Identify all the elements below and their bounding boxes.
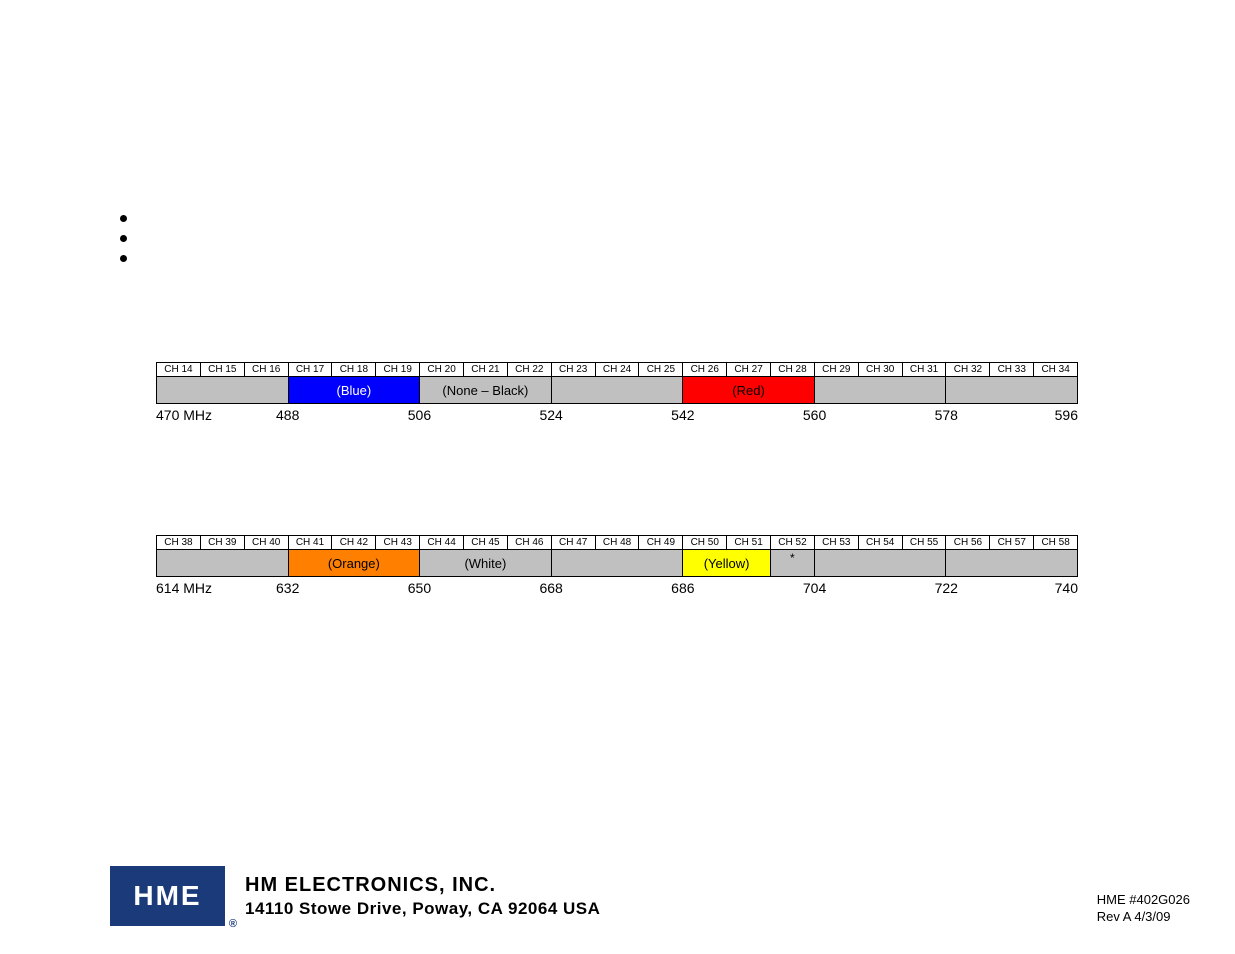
chart1-bands: (Blue)(None – Black) (Red) <box>156 377 1078 404</box>
channel-header-cell: CH 42 <box>332 535 376 550</box>
freq-label: 560 <box>803 407 826 423</box>
band-cell: (Red) <box>683 377 815 403</box>
band-cell <box>157 550 289 576</box>
channel-header-cell: CH 17 <box>289 362 333 377</box>
channel-header-cell: CH 31 <box>903 362 947 377</box>
bullet-item <box>120 235 127 242</box>
channel-header-cell: CH 53 <box>815 535 859 550</box>
company-info: HM ELECTRONICS, INC. 14110 Stowe Drive, … <box>245 874 600 919</box>
freq-label: 506 <box>408 407 431 423</box>
channel-header-cell: CH 19 <box>376 362 420 377</box>
channel-header-cell: CH 52 <box>771 535 815 550</box>
doc-revision: Rev A 4/3/09 <box>1097 909 1190 926</box>
band-cell: * <box>771 550 815 576</box>
freq-label: 542 <box>671 407 694 423</box>
hme-logo: HME ® <box>110 866 225 926</box>
chart1-header: CH 14CH 15CH 16CH 17CH 18CH 19CH 20CH 21… <box>156 362 1078 377</box>
freq-label: 650 <box>408 580 431 596</box>
channel-header-cell: CH 51 <box>727 535 771 550</box>
channel-header-cell: CH 22 <box>508 362 552 377</box>
band-cell <box>946 377 1078 403</box>
channel-header-cell: CH 46 <box>508 535 552 550</box>
company-address: 14110 Stowe Drive, Poway, CA 92064 USA <box>245 899 600 919</box>
channel-header-cell: CH 14 <box>157 362 201 377</box>
chart2-freqs: 614 MHz 632 650 668 686 704 722 740 <box>156 580 1078 598</box>
channel-header-cell: CH 29 <box>815 362 859 377</box>
channel-header-cell: CH 18 <box>332 362 376 377</box>
channel-header-cell: CH 43 <box>376 535 420 550</box>
freq-label: 740 <box>1055 580 1078 596</box>
channel-header-cell: CH 54 <box>859 535 903 550</box>
band-cell <box>552 550 684 576</box>
channel-header-cell: CH 21 <box>464 362 508 377</box>
freq-label: 686 <box>671 580 694 596</box>
freq-label: 704 <box>803 580 826 596</box>
band-cell: (Yellow) <box>683 550 771 576</box>
channel-header-cell: CH 50 <box>683 535 727 550</box>
bullet-item <box>120 215 127 222</box>
channel-header-cell: CH 24 <box>596 362 640 377</box>
band-cell <box>552 377 684 403</box>
channel-header-cell: CH 38 <box>157 535 201 550</box>
logo-text: HME <box>133 880 201 912</box>
channel-header-cell: CH 55 <box>903 535 947 550</box>
freq-label: 470 MHz <box>156 407 212 423</box>
channel-header-cell: CH 34 <box>1034 362 1078 377</box>
uhf-chart-2: CH 38CH 39CH 40CH 41CH 42CH 43CH 44CH 45… <box>156 535 1078 598</box>
company-name: HM ELECTRONICS, INC. <box>245 874 600 897</box>
channel-header-cell: CH 28 <box>771 362 815 377</box>
band-cell <box>946 550 1078 576</box>
channel-header-cell: CH 32 <box>946 362 990 377</box>
channel-header-cell: CH 25 <box>639 362 683 377</box>
freq-label: 596 <box>1055 407 1078 423</box>
channel-header-cell: CH 47 <box>552 535 596 550</box>
freq-label: 578 <box>935 407 958 423</box>
page-body: CH 14CH 15CH 16CH 17CH 18CH 19CH 20CH 21… <box>0 0 1235 598</box>
registered-mark: ® <box>229 918 239 930</box>
channel-header-cell: CH 41 <box>289 535 333 550</box>
channel-header-cell: CH 30 <box>859 362 903 377</box>
channel-header-cell: CH 15 <box>201 362 245 377</box>
uhf-chart-1: CH 14CH 15CH 16CH 17CH 18CH 19CH 20CH 21… <box>156 362 1078 425</box>
page-footer: HME ® HM ELECTRONICS, INC. 14110 Stowe D… <box>0 866 1235 926</box>
channel-header-cell: CH 49 <box>639 535 683 550</box>
freq-label: 632 <box>276 580 299 596</box>
channel-header-cell: CH 16 <box>245 362 289 377</box>
channel-header-cell: CH 57 <box>990 535 1034 550</box>
channel-header-cell: CH 58 <box>1034 535 1078 550</box>
chart2-bands: (Orange)(White) (Yellow)* <box>156 550 1078 577</box>
channel-header-cell: CH 44 <box>420 535 464 550</box>
band-cell: (White) <box>420 550 552 576</box>
channel-header-cell: CH 23 <box>552 362 596 377</box>
freq-label: 488 <box>276 407 299 423</box>
band-cell: (None – Black) <box>420 377 552 403</box>
band-cell <box>815 550 947 576</box>
channel-header-cell: CH 26 <box>683 362 727 377</box>
bullet-item <box>120 255 127 262</box>
channel-header-cell: CH 39 <box>201 535 245 550</box>
band-cell <box>815 377 947 403</box>
channel-header-cell: CH 20 <box>420 362 464 377</box>
freq-label: 722 <box>935 580 958 596</box>
channel-header-cell: CH 56 <box>946 535 990 550</box>
channel-header-cell: CH 48 <box>596 535 640 550</box>
doc-number: HME #402G026 <box>1097 892 1190 909</box>
channel-header-cell: CH 40 <box>245 535 289 550</box>
doc-meta: HME #402G026 Rev A 4/3/09 <box>1097 892 1190 926</box>
bullet-list <box>120 215 1185 262</box>
channel-header-cell: CH 45 <box>464 535 508 550</box>
chart1-freqs: 470 MHz 488 506 524 542 560 578 596 <box>156 407 1078 425</box>
band-cell: (Blue) <box>289 377 421 403</box>
freq-label: 614 MHz <box>156 580 212 596</box>
band-cell: (Orange) <box>289 550 421 576</box>
band-cell <box>157 377 289 403</box>
freq-label: 668 <box>539 580 562 596</box>
freq-label: 524 <box>539 407 562 423</box>
channel-header-cell: CH 33 <box>990 362 1034 377</box>
chart2-header: CH 38CH 39CH 40CH 41CH 42CH 43CH 44CH 45… <box>156 535 1078 550</box>
channel-header-cell: CH 27 <box>727 362 771 377</box>
